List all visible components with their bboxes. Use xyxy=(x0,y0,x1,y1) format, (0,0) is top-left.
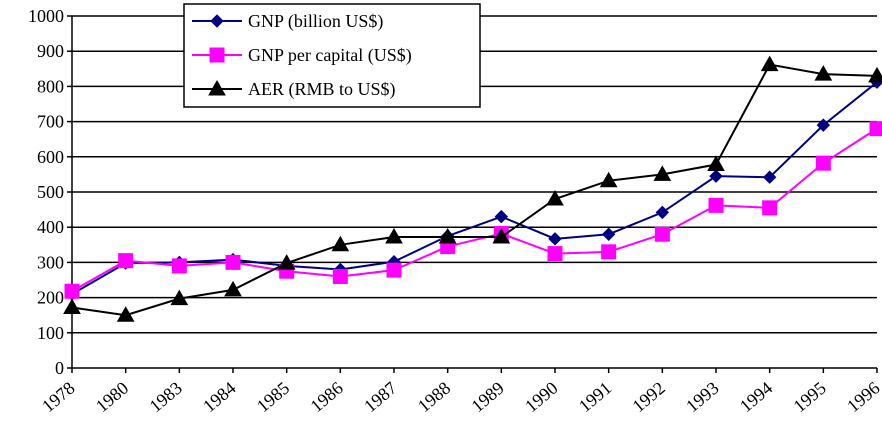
data-point xyxy=(655,205,670,220)
data-point xyxy=(816,118,831,132)
data-point xyxy=(385,228,403,244)
data-point xyxy=(224,280,242,297)
data-point xyxy=(601,244,617,260)
data-point xyxy=(815,155,831,171)
legend: GNP (billion US$) GNP per capital (US$) AE… xyxy=(183,3,481,108)
y-tick-label: 400 xyxy=(37,217,64,237)
x-tick-label: 1984 xyxy=(199,378,239,416)
data-point xyxy=(63,298,81,314)
series-line xyxy=(71,81,878,295)
x-tick-label: 1989 xyxy=(467,378,507,416)
data-point xyxy=(869,121,882,137)
data-point xyxy=(868,66,882,83)
data-point xyxy=(762,170,777,184)
legend-label: AER (RMB to US$) xyxy=(248,79,396,100)
x-tick-label: 1988 xyxy=(414,378,454,416)
x-tick-label: 1995 xyxy=(789,378,829,416)
y-tick-label: 300 xyxy=(37,252,64,272)
data-point xyxy=(332,268,348,284)
legend-entry: GNP per capital (US$) xyxy=(192,45,412,66)
plot-area xyxy=(63,55,882,322)
data-point xyxy=(814,65,833,81)
data-point xyxy=(494,209,509,224)
data-point xyxy=(118,253,134,269)
series-line xyxy=(71,63,878,317)
x-tick-label: 1985 xyxy=(253,378,293,416)
y-tick-label: 900 xyxy=(37,41,64,61)
legend-label: GNP (billion US$) xyxy=(248,11,383,32)
data-point xyxy=(601,227,616,241)
data-point xyxy=(171,258,187,274)
x-tick-label: 1978 xyxy=(38,378,78,416)
data-point xyxy=(548,232,562,246)
x-tick-label: 1991 xyxy=(575,378,615,416)
x-tick-label: 1990 xyxy=(521,378,561,416)
data-point xyxy=(331,235,350,252)
series-3 xyxy=(63,55,882,322)
data-point xyxy=(438,228,457,244)
y-axis: 0 100 200 300 400 500 600 700 800 900 1000 xyxy=(28,6,73,378)
y-tick-label: 100 xyxy=(37,323,64,343)
legend-marker xyxy=(208,79,226,96)
legend-entry: AER (RMB to US$) xyxy=(192,79,396,100)
x-tick-label: 1983 xyxy=(145,378,185,416)
data-point xyxy=(760,55,779,72)
data-point xyxy=(762,200,778,216)
data-point xyxy=(653,165,672,181)
data-point xyxy=(546,190,564,206)
x-tick-label: 1980 xyxy=(92,378,132,416)
data-point xyxy=(386,262,402,278)
legend-entry: GNP (billion US$) xyxy=(192,11,383,32)
data-point xyxy=(492,228,511,244)
y-tick-label: 0 xyxy=(55,358,64,378)
data-point xyxy=(116,306,135,322)
data-point xyxy=(64,283,80,299)
y-tick-label: 1000 xyxy=(28,6,64,26)
x-tick-label: 1986 xyxy=(306,378,346,416)
series-line xyxy=(71,127,878,293)
series-1 xyxy=(65,75,882,301)
x-tick-label: 1994 xyxy=(736,378,776,416)
legend-marker xyxy=(210,14,224,28)
y-tick-label: 800 xyxy=(37,76,64,96)
data-point xyxy=(654,226,670,242)
data-point xyxy=(277,254,296,270)
data-point xyxy=(599,171,618,188)
y-tick-label: 600 xyxy=(37,147,64,167)
data-point xyxy=(709,169,723,183)
x-axis: 1978 1980 1983 1984 1985 1986 1987 1988 1989 1990… xyxy=(38,367,882,416)
series-2 xyxy=(64,121,882,299)
data-point xyxy=(170,289,189,306)
data-point xyxy=(547,246,563,262)
y-tick-label: 200 xyxy=(37,288,64,308)
y-tick-label: 500 xyxy=(37,182,64,202)
x-tick-label: 1996 xyxy=(843,378,882,416)
legend-label: GNP per capital (US$) xyxy=(248,45,412,66)
data-point xyxy=(708,197,724,213)
x-tick-label: 1993 xyxy=(682,378,722,416)
x-tick-label: 1992 xyxy=(628,378,668,416)
y-tick-label: 700 xyxy=(37,112,64,132)
legend-marker xyxy=(209,47,225,63)
x-tick-label: 1987 xyxy=(360,378,400,416)
data-point xyxy=(707,155,725,172)
data-point xyxy=(225,254,241,270)
